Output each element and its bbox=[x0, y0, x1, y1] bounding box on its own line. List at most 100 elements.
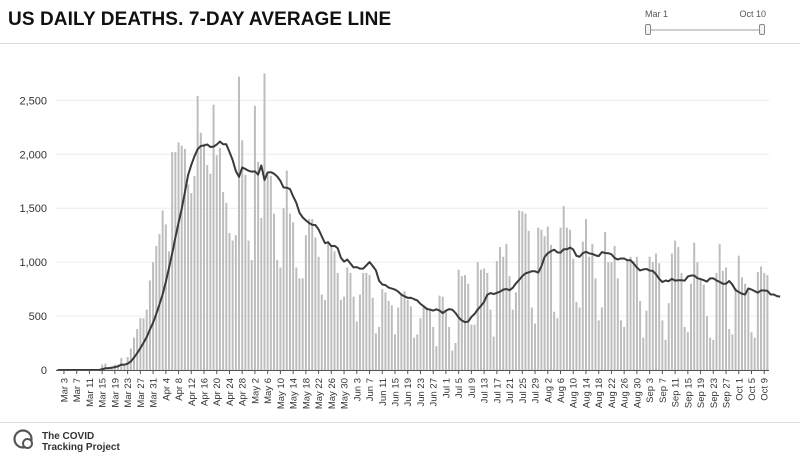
bar[interactable] bbox=[346, 267, 349, 370]
bar[interactable] bbox=[613, 245, 616, 370]
bar[interactable] bbox=[546, 226, 549, 370]
bar[interactable] bbox=[400, 294, 403, 371]
bar[interactable] bbox=[429, 309, 431, 370]
bar[interactable] bbox=[413, 337, 416, 370]
bar[interactable] bbox=[336, 272, 339, 370]
bar[interactable] bbox=[168, 251, 170, 370]
bar[interactable] bbox=[152, 262, 155, 370]
bar[interactable] bbox=[273, 213, 276, 370]
bar[interactable] bbox=[238, 76, 241, 370]
bar[interactable] bbox=[670, 253, 673, 370]
bar[interactable] bbox=[416, 334, 419, 370]
bar[interactable] bbox=[311, 219, 314, 370]
bar[interactable] bbox=[639, 300, 642, 370]
bar[interactable] bbox=[308, 219, 311, 370]
bar[interactable] bbox=[575, 302, 578, 370]
bar[interactable] bbox=[394, 334, 396, 370]
bar[interactable] bbox=[756, 271, 759, 370]
bar[interactable] bbox=[425, 307, 428, 370]
bar[interactable] bbox=[441, 296, 444, 370]
bar[interactable] bbox=[209, 173, 212, 370]
bar[interactable] bbox=[352, 296, 355, 370]
bar[interactable] bbox=[680, 272, 683, 370]
bar[interactable] bbox=[470, 324, 473, 370]
bar[interactable] bbox=[269, 175, 272, 370]
bar[interactable] bbox=[664, 339, 667, 370]
bar[interactable] bbox=[298, 278, 301, 370]
bar[interactable] bbox=[234, 235, 237, 370]
bar[interactable] bbox=[196, 96, 199, 371]
bar[interactable] bbox=[511, 309, 514, 370]
bar[interactable] bbox=[690, 283, 693, 370]
bar[interactable] bbox=[368, 275, 371, 370]
bar[interactable] bbox=[183, 148, 186, 370]
bar[interactable] bbox=[279, 267, 282, 370]
bar[interactable] bbox=[355, 321, 358, 370]
bar[interactable] bbox=[508, 276, 511, 370]
bar[interactable] bbox=[715, 272, 718, 370]
bar[interactable] bbox=[253, 105, 256, 370]
range-end-handle[interactable] bbox=[759, 24, 765, 35]
bar[interactable] bbox=[661, 320, 664, 370]
bar[interactable] bbox=[448, 326, 451, 370]
bar[interactable] bbox=[174, 152, 177, 370]
bar[interactable] bbox=[241, 140, 244, 370]
bar[interactable] bbox=[581, 241, 584, 370]
bar[interactable] bbox=[750, 332, 753, 370]
bar[interactable] bbox=[139, 318, 142, 370]
bar[interactable] bbox=[467, 283, 470, 370]
bar[interactable] bbox=[104, 363, 107, 370]
bar[interactable] bbox=[524, 213, 527, 370]
bar[interactable] bbox=[295, 267, 298, 370]
bar[interactable] bbox=[476, 262, 479, 370]
bar[interactable] bbox=[594, 278, 597, 370]
bar[interactable] bbox=[218, 147, 221, 370]
bar[interactable] bbox=[193, 175, 196, 370]
bar[interactable] bbox=[406, 299, 409, 370]
bar[interactable] bbox=[155, 245, 158, 370]
bar[interactable] bbox=[250, 259, 253, 370]
bar[interactable] bbox=[591, 243, 594, 370]
bar[interactable] bbox=[651, 262, 654, 370]
bar[interactable] bbox=[744, 283, 747, 370]
bar[interactable] bbox=[699, 278, 702, 370]
bar[interactable] bbox=[686, 332, 689, 370]
bar[interactable] bbox=[677, 247, 680, 370]
bar[interactable] bbox=[365, 272, 368, 370]
date-range-slider[interactable]: Mar 1 Oct 10 bbox=[644, 9, 766, 39]
bar[interactable] bbox=[499, 247, 502, 370]
bar[interactable] bbox=[492, 336, 495, 370]
bar[interactable] bbox=[387, 300, 390, 370]
bar[interactable] bbox=[725, 267, 728, 370]
bar[interactable] bbox=[629, 256, 632, 370]
bar[interactable] bbox=[712, 339, 715, 370]
bar[interactable] bbox=[565, 227, 568, 370]
bar[interactable] bbox=[301, 278, 304, 370]
bar[interactable] bbox=[495, 261, 498, 370]
bar[interactable] bbox=[648, 256, 651, 370]
bar[interactable] bbox=[537, 227, 540, 370]
bar[interactable] bbox=[215, 155, 218, 370]
bar[interactable] bbox=[225, 202, 228, 370]
bar[interactable] bbox=[540, 229, 543, 370]
bar[interactable] bbox=[623, 326, 626, 370]
bar[interactable] bbox=[559, 227, 562, 370]
bar[interactable] bbox=[378, 326, 381, 370]
bar[interactable] bbox=[728, 329, 731, 370]
bar[interactable] bbox=[257, 161, 260, 370]
bar[interactable] bbox=[384, 292, 387, 370]
bar[interactable] bbox=[597, 320, 600, 370]
bar[interactable] bbox=[658, 263, 661, 370]
bar[interactable] bbox=[667, 303, 670, 370]
bar[interactable] bbox=[616, 278, 619, 370]
bar[interactable] bbox=[731, 334, 734, 370]
bar[interactable] bbox=[747, 290, 750, 370]
bar[interactable] bbox=[572, 258, 575, 370]
bar[interactable] bbox=[763, 272, 766, 370]
bar[interactable] bbox=[655, 253, 657, 370]
bar[interactable] bbox=[339, 299, 342, 370]
bar[interactable] bbox=[171, 152, 174, 370]
bar[interactable] bbox=[206, 165, 209, 370]
bar[interactable] bbox=[578, 307, 581, 370]
bar[interactable] bbox=[645, 310, 648, 370]
